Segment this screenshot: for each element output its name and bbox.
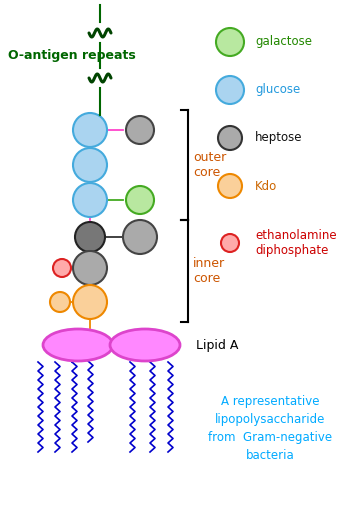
Ellipse shape	[216, 76, 244, 104]
Ellipse shape	[221, 234, 239, 252]
Text: ethanolamine
diphosphate: ethanolamine diphosphate	[255, 229, 337, 257]
Ellipse shape	[73, 148, 107, 182]
Ellipse shape	[123, 220, 157, 254]
Text: outer
core: outer core	[193, 151, 226, 179]
Text: Lipid A: Lipid A	[196, 339, 238, 352]
Ellipse shape	[110, 329, 180, 361]
Ellipse shape	[50, 292, 70, 312]
Ellipse shape	[73, 183, 107, 217]
Ellipse shape	[126, 116, 154, 144]
Text: galactose: galactose	[255, 36, 312, 49]
Text: Kdo: Kdo	[255, 179, 277, 192]
Text: O-antigen repeats: O-antigen repeats	[8, 49, 136, 62]
Ellipse shape	[216, 28, 244, 56]
Ellipse shape	[73, 113, 107, 147]
Ellipse shape	[126, 186, 154, 214]
Ellipse shape	[75, 222, 105, 252]
Ellipse shape	[218, 126, 242, 150]
Text: glucose: glucose	[255, 84, 300, 97]
Ellipse shape	[73, 285, 107, 319]
Text: inner
core: inner core	[193, 257, 225, 285]
Text: heptose: heptose	[255, 131, 302, 144]
Ellipse shape	[43, 329, 113, 361]
Ellipse shape	[53, 259, 71, 277]
Text: A representative
lipopolysaccharide
from  Gram-negative
bacteria: A representative lipopolysaccharide from…	[208, 395, 332, 462]
Ellipse shape	[218, 174, 242, 198]
Ellipse shape	[73, 251, 107, 285]
